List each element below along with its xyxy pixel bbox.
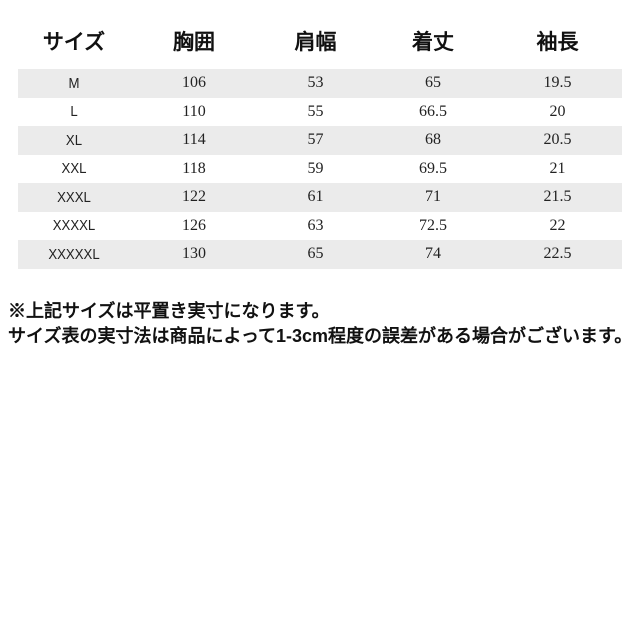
shoulder-cell: 57 [307,131,324,149]
sleeve-cell: 22.5 [543,245,572,263]
length-cell: 72.5 [419,216,447,234]
chest-cell: 126 [182,216,206,234]
sleeve-cell: 22 [549,216,566,234]
size-table-header-row: サイズ 胸囲 肩幅 着丈 袖長 [18,0,622,69]
sleeve-cell: 19.5 [543,74,572,92]
shoulder-cell: 59 [307,159,324,177]
size-cell: M [68,74,80,92]
note-line-measurement: ※上記サイズは平置き実寸になります。 [8,300,330,321]
length-cell: 66.5 [419,102,447,120]
table-row-xxxl: XXXL 122 61 71 21.5 [18,183,622,212]
column-header-length: 着丈 [412,31,454,54]
size-cell: XXXXL [52,217,96,235]
column-header-size: サイズ [42,31,106,54]
chest-cell: 122 [182,188,206,206]
chest-cell: 114 [182,131,206,149]
shoulder-cell: 61 [307,188,324,206]
chest-cell: 110 [182,102,206,120]
sleeve-cell: 20.5 [543,131,572,149]
table-row-xxl: XXL 118 59 69.5 21 [18,155,622,184]
length-cell: 68 [425,131,441,149]
shoulder-cell: 63 [307,216,324,234]
length-cell: 71 [425,188,441,206]
length-cell: 65 [425,74,441,92]
chest-cell: 130 [182,245,206,263]
shoulder-cell: 53 [307,74,324,92]
column-header-sleeve: 袖長 [536,31,579,54]
chest-cell: 118 [182,159,206,177]
column-header-chest: 胸囲 [173,31,215,54]
table-row-m: M 106 53 65 19.5 [18,69,622,98]
table-row-l: L 110 55 66.5 20 [18,98,622,127]
table-row-xxxxl: XXXXL 126 63 72.5 22 [18,212,622,241]
shoulder-cell: 55 [307,102,324,120]
size-cell: XXXL [57,188,91,206]
column-header-shoulder: 肩幅 [294,31,337,54]
sleeve-cell: 20 [549,102,566,120]
table-row-xl: XL 114 57 68 20.5 [18,126,622,155]
size-cell: XL [65,131,83,149]
length-cell: 69.5 [419,159,447,177]
shoulder-cell: 65 [307,245,324,263]
sleeve-cell: 21 [549,159,566,177]
size-cell: XXL [61,160,87,178]
size-cell: XXXXXL [48,245,100,263]
chest-cell: 106 [182,74,206,92]
size-cell: L [70,103,78,121]
size-notes: ※上記サイズは平置き実寸になります。 サイズ表の実寸法は商品によって1-3cm程… [8,299,640,349]
length-cell: 74 [425,245,441,263]
sleeve-cell: 21.5 [543,188,572,206]
table-row-xxxxxl: XXXXXL 130 65 74 22.5 [18,240,622,269]
size-table-body: M 106 53 65 19.5 L 110 55 66.5 20 XL 114… [18,69,622,269]
note-line-tolerance: サイズ表の実寸法は商品によって1-3cm程度の誤差がある場合がございます。 [8,325,633,346]
size-table: サイズ 胸囲 肩幅 着丈 袖長 M 106 53 65 19.5 L 110 5… [18,0,622,269]
